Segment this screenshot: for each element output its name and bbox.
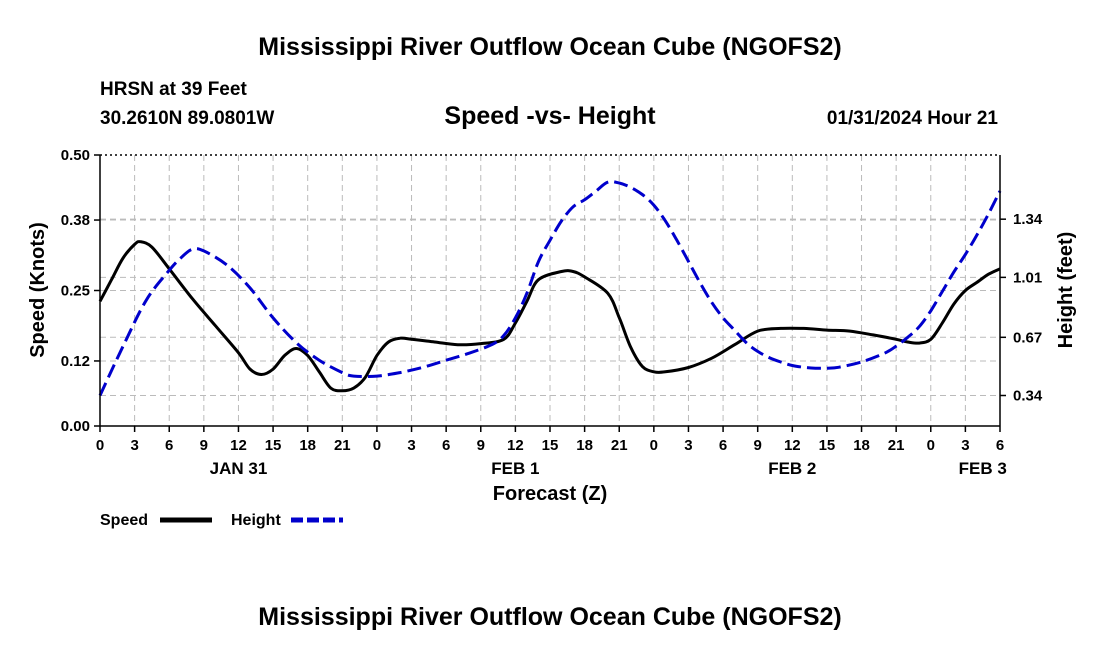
chart-subtitle: Speed -vs- Height	[444, 102, 656, 130]
y-tick-label-right: 1.01	[1013, 269, 1042, 286]
x-tick-label: 3	[130, 437, 138, 454]
y-tick-label-left: 0.12	[61, 353, 90, 370]
x-tick-label: 15	[819, 437, 836, 454]
x-tick-label: 9	[477, 437, 485, 454]
x-tick-label: 0	[927, 437, 935, 454]
x-tick-label: 12	[507, 437, 524, 454]
x-tick-label: 15	[542, 437, 559, 454]
x-tick-label: 15	[265, 437, 282, 454]
forecast-timestamp: 01/31/2024 Hour 21	[827, 108, 999, 129]
x-tick-label: 21	[334, 437, 351, 454]
x-tick-label: 6	[719, 437, 727, 454]
y-tick-label-left: 0.25	[61, 283, 90, 300]
x-axis-label: Forecast (Z)	[493, 483, 607, 505]
day-label: FEB 1	[491, 459, 539, 478]
x-tick-label: 21	[888, 437, 905, 454]
x-tick-label: 3	[407, 437, 415, 454]
x-tick-label: 9	[754, 437, 762, 454]
x-tick-label: 6	[442, 437, 450, 454]
tick-labels: 0 3 6 9 12 15 18 21 0 3 6 9 12 15 18 21 0 3 6 9 12 15 18 21 0 3 6 J…	[61, 147, 1043, 478]
legend-speed-label: Speed	[100, 512, 148, 529]
day-label: FEB 3	[959, 459, 1007, 478]
day-label: FEB 2	[768, 459, 816, 478]
y-axis-label-left: Speed (Knots)	[27, 222, 49, 358]
y-tick-label-left: 0.00	[61, 418, 90, 435]
series-line-height	[98, 180, 1002, 397]
x-tick-label: 0	[373, 437, 381, 454]
axes	[99, 154, 1001, 427]
y-axis-label-right: Height (feet)	[1055, 232, 1077, 349]
x-tick-label: 21	[611, 437, 628, 454]
x-tick-label: 3	[961, 437, 969, 454]
station-coords: 30.2610N 89.0801W	[100, 108, 274, 129]
legend-height-label: Height	[231, 512, 281, 529]
gridlines	[100, 155, 1000, 426]
x-tick-label: 12	[784, 437, 801, 454]
footer-title: Mississippi River Outflow Ocean Cube (NG…	[258, 603, 841, 631]
y-tick-label-left: 0.38	[61, 212, 90, 229]
x-tick-label: 0	[96, 437, 104, 454]
chart-title: Mississippi River Outflow Ocean Cube (NG…	[258, 33, 841, 61]
y-tick-label-left: 0.50	[61, 147, 90, 164]
y-tick-label-right: 1.34	[1013, 211, 1043, 228]
x-tick-label: 0	[650, 437, 658, 454]
series-line-speed	[98, 240, 1001, 393]
legend: Speed Height	[100, 512, 343, 529]
y-tick-label-right: 0.34	[1013, 387, 1043, 404]
x-tick-label: 18	[853, 437, 870, 454]
x-tick-label: 6	[996, 437, 1004, 454]
day-label: JAN 31	[210, 459, 268, 478]
series-layer	[98, 180, 1002, 397]
x-tick-label: 9	[200, 437, 208, 454]
x-tick-label: 3	[684, 437, 692, 454]
x-tick-label: 18	[299, 437, 316, 454]
y-tick-label-right: 0.67	[1013, 329, 1042, 346]
x-tick-label: 18	[576, 437, 593, 454]
x-tick-label: 12	[230, 437, 247, 454]
station-label: HRSN at 39 Feet	[100, 79, 247, 100]
x-tick-label: 6	[165, 437, 173, 454]
